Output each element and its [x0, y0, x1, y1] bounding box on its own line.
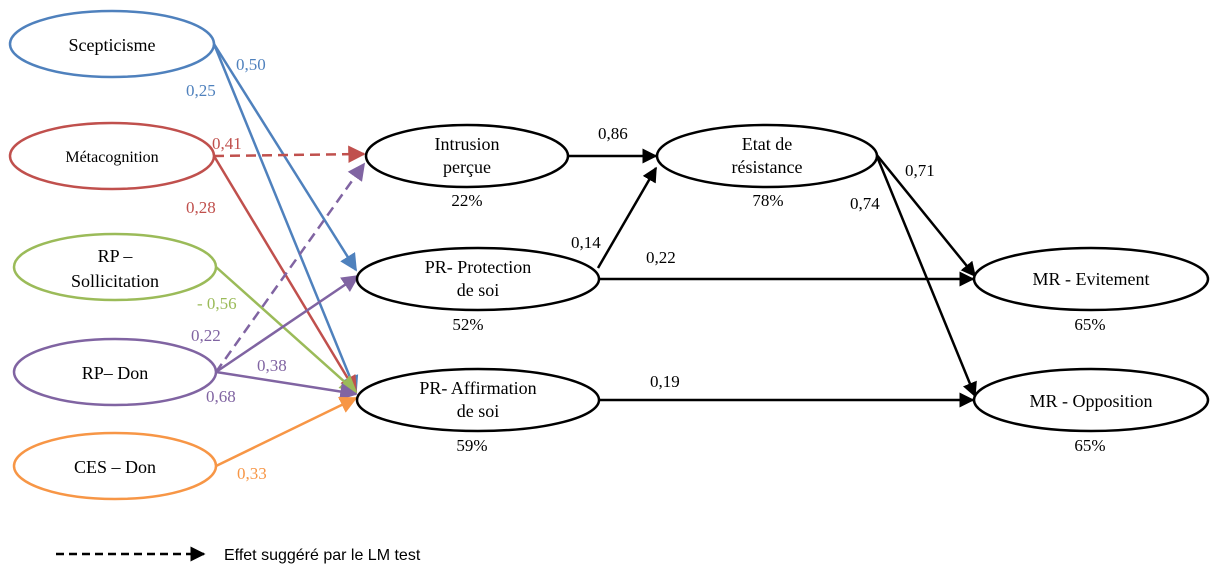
coef-cesdon-affirmation: 0,33: [237, 464, 267, 483]
node-r2: 65%: [1074, 436, 1105, 455]
edge-protection-resistance: [596, 166, 658, 269]
node-label-line1: Etat de: [742, 134, 792, 154]
node-label-line2: résistance: [732, 157, 803, 177]
coef-metacognition-intrusion: 0,41: [212, 134, 242, 153]
node-label-line2: de soi: [457, 401, 500, 421]
coef-metacognition-affirmation: 0,28: [186, 198, 216, 217]
coef-affirmation-opposition: 0,19: [650, 372, 680, 391]
coef-resistance-evitement: 0,71: [905, 161, 935, 180]
node-r2: 52%: [452, 315, 483, 334]
coef-resistance-opposition: 0,74: [850, 194, 880, 213]
node-ces-don: CES – Don: [12, 431, 218, 501]
coef-rpdon-protection: 0,38: [257, 356, 287, 375]
node-label: MR - Evitement: [1033, 269, 1150, 289]
node-r2: 78%: [752, 191, 783, 210]
coef-rpdon-affirmation: 0,68: [206, 387, 236, 406]
coef-rpdon-intrusion: 0,22: [191, 326, 221, 345]
node-label: RP– Don: [82, 363, 149, 383]
coef-scepticisme-protection: 0,50: [236, 55, 266, 74]
edge-rpdon-affirmation: [215, 370, 358, 401]
edge-sollicitation-affirmation: [215, 266, 358, 394]
coef-protection-evitement: 0,22: [646, 248, 676, 267]
edge-scepticisme-protection: [212, 43, 358, 272]
legend: Effet suggéré par le LM test: [56, 546, 421, 564]
node-label: MR - Opposition: [1029, 391, 1152, 411]
node-etat-resistance: Etat de résistance 78%: [655, 123, 879, 210]
node-label: CES – Don: [74, 457, 156, 477]
edge-resistance-opposition: [874, 153, 977, 398]
edge-resistance-evitement: [875, 153, 976, 278]
edges-structural: [568, 148, 977, 408]
node-mr-evitement: MR - Evitement 65%: [972, 246, 1210, 334]
coef-intrusion-resistance: 0,86: [598, 124, 628, 143]
edge-scepticisme-affirmation: [212, 43, 359, 394]
node-r2: 22%: [451, 191, 482, 210]
node-label-line2: Sollicitation: [71, 271, 159, 291]
node-label-line1: PR- Affirmation: [419, 378, 536, 398]
node-label-line2: perçue: [443, 157, 491, 177]
node-label: Scepticisme: [69, 35, 156, 55]
edge-metacognition-intrusion: [213, 145, 366, 163]
node-pr-protection: PR- Protection de soi 52%: [355, 246, 601, 334]
node-pr-affirmation: PR- Affirmation de soi 59%: [355, 367, 601, 455]
coef-protection-resistance: 0,14: [571, 233, 601, 252]
coef-sollicitation-affirmation: - 0,56: [197, 294, 237, 313]
node-label-line1: Intrusion: [435, 134, 500, 154]
edges-exogenous: [212, 43, 366, 468]
node-label-line1: RP –: [98, 246, 134, 266]
edge-cesdon-affirmation: [215, 396, 358, 468]
node-intrusion: Intrusion perçue 22%: [364, 123, 570, 210]
node-label-line1: PR- Protection: [425, 257, 532, 277]
node-scepticisme: Scepticisme: [8, 9, 216, 79]
legend-text: Effet suggéré par le LM test: [224, 547, 421, 564]
node-r2: 59%: [456, 436, 487, 455]
coef-scepticisme-affirmation: 0,25: [186, 81, 216, 100]
coefficient-labels: 0,50 0,25 0,41 0,28 - 0,56 0,22 0,38 0,6…: [186, 55, 935, 483]
node-mr-opposition: MR - Opposition 65%: [972, 367, 1210, 455]
node-label-line2: de soi: [457, 280, 500, 300]
edge-rpdon-protection: [215, 274, 360, 374]
node-label: Métacognition: [65, 149, 158, 166]
node-rp-don: RP– Don: [12, 337, 218, 407]
node-metacognition: Métacognition: [8, 121, 216, 191]
node-rp-sollicitation: RP – Sollicitation: [12, 232, 218, 302]
node-r2: 65%: [1074, 315, 1105, 334]
edge-rpdon-intrusion: [214, 162, 366, 373]
